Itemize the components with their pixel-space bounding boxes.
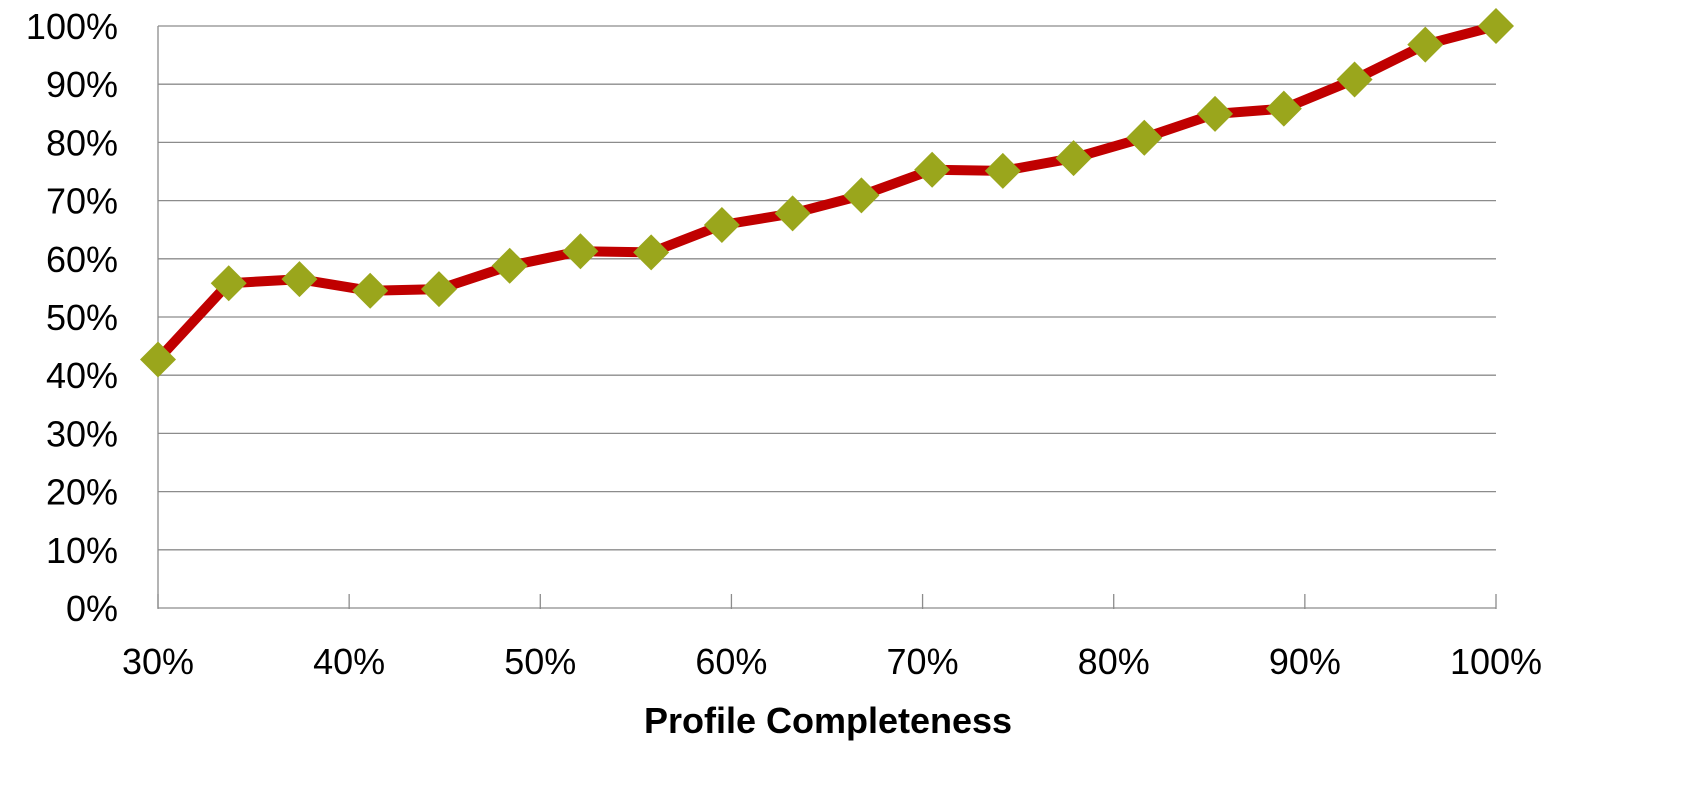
- data-point-marker: [1126, 119, 1163, 156]
- data-point-marker: [352, 272, 389, 309]
- data-point-marker: [420, 271, 457, 308]
- data-point-marker: [1197, 95, 1234, 132]
- y-tick-label: 80%: [46, 122, 118, 163]
- y-tick-label: 90%: [46, 64, 118, 105]
- y-tick-label: 10%: [46, 530, 118, 571]
- data-point-marker: [633, 234, 670, 271]
- data-point-marker: [491, 247, 528, 284]
- x-tick-label: 30%: [122, 641, 194, 682]
- data-point-marker: [914, 151, 951, 188]
- y-tick-label: 30%: [46, 413, 118, 454]
- data-point-marker: [562, 233, 599, 270]
- x-axis-tick-labels: 30% 40% 50% 60% 70% 80% 90% 100%: [122, 641, 1542, 682]
- data-point-marker: [1478, 8, 1514, 44]
- x-tick-label: 90%: [1269, 641, 1341, 682]
- x-tick-label: 80%: [1078, 641, 1150, 682]
- data-point-marker: [843, 177, 880, 214]
- x-tick-label: 70%: [887, 641, 959, 682]
- y-tick-label: 20%: [46, 472, 118, 513]
- data-point-marker: [1265, 90, 1302, 127]
- x-axis-title: Profile Completeness: [644, 700, 1012, 741]
- data-point-marker: [1336, 61, 1373, 98]
- series-layer: [140, 8, 1514, 378]
- series-line: [153, 21, 1501, 365]
- x-tick-label: 40%: [313, 641, 385, 682]
- data-point-marker: [281, 261, 318, 298]
- y-tick-label: 60%: [46, 239, 118, 280]
- data-point-marker: [984, 152, 1021, 189]
- data-point-marker: [140, 341, 176, 378]
- data-point-marker: [1055, 140, 1092, 177]
- data-point-marker: [210, 265, 247, 302]
- x-tick-label: 60%: [695, 641, 767, 682]
- y-tick-label: 0%: [66, 588, 118, 629]
- y-axis-tick-labels: 0% 10% 20% 30% 40% 50% 60% 70% 80% 90% 100%: [26, 6, 118, 629]
- gridlines: [158, 25, 1496, 551]
- data-point-marker: [1407, 26, 1444, 63]
- data-point-marker: [703, 207, 740, 244]
- x-tick-label: 50%: [504, 641, 576, 682]
- y-tick-label: 40%: [46, 355, 118, 396]
- axes: [157, 26, 1497, 609]
- y-tick-label: 50%: [46, 297, 118, 338]
- y-tick-label: 70%: [46, 181, 118, 222]
- y-tick-label: 100%: [26, 6, 118, 47]
- data-point-marker: [774, 195, 811, 232]
- x-tick-label: 100%: [1450, 641, 1542, 682]
